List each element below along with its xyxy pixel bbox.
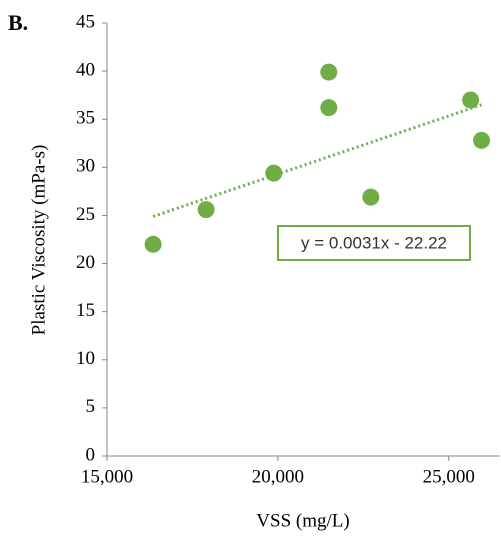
- x-tick-label: 15,000: [81, 466, 133, 487]
- equation-box: [277, 225, 471, 261]
- y-tick-label: 15: [76, 300, 95, 321]
- y-tick-label: 35: [76, 108, 95, 129]
- y-axis-label: Plastic Viscosity (mPa-s): [28, 145, 49, 336]
- x-tick-label: 20,000: [252, 466, 304, 487]
- x-axis-label: VSS (mg/L): [256, 510, 349, 531]
- x-tick-label: 25,000: [423, 466, 475, 487]
- point: [320, 63, 338, 81]
- y-tick-label: 20: [76, 252, 95, 273]
- y-tick-label: 45: [76, 11, 95, 32]
- y-tick-label: 30: [76, 156, 95, 177]
- point: [265, 164, 283, 182]
- y-tick-label: 10: [76, 348, 95, 369]
- y-tick-label: 0: [86, 444, 96, 465]
- point: [320, 99, 338, 117]
- point: [197, 201, 215, 219]
- y-tick-label: 25: [76, 204, 95, 225]
- point: [473, 131, 491, 149]
- equation: y = 0.0031x - 22.22: [301, 233, 447, 252]
- point: [362, 188, 380, 206]
- panel-label: B.: [8, 10, 28, 35]
- trendline: [152, 103, 483, 218]
- y-tick-label: 40: [76, 59, 95, 80]
- y-tick-label: 5: [86, 396, 96, 417]
- point: [462, 91, 480, 109]
- point: [144, 235, 162, 253]
